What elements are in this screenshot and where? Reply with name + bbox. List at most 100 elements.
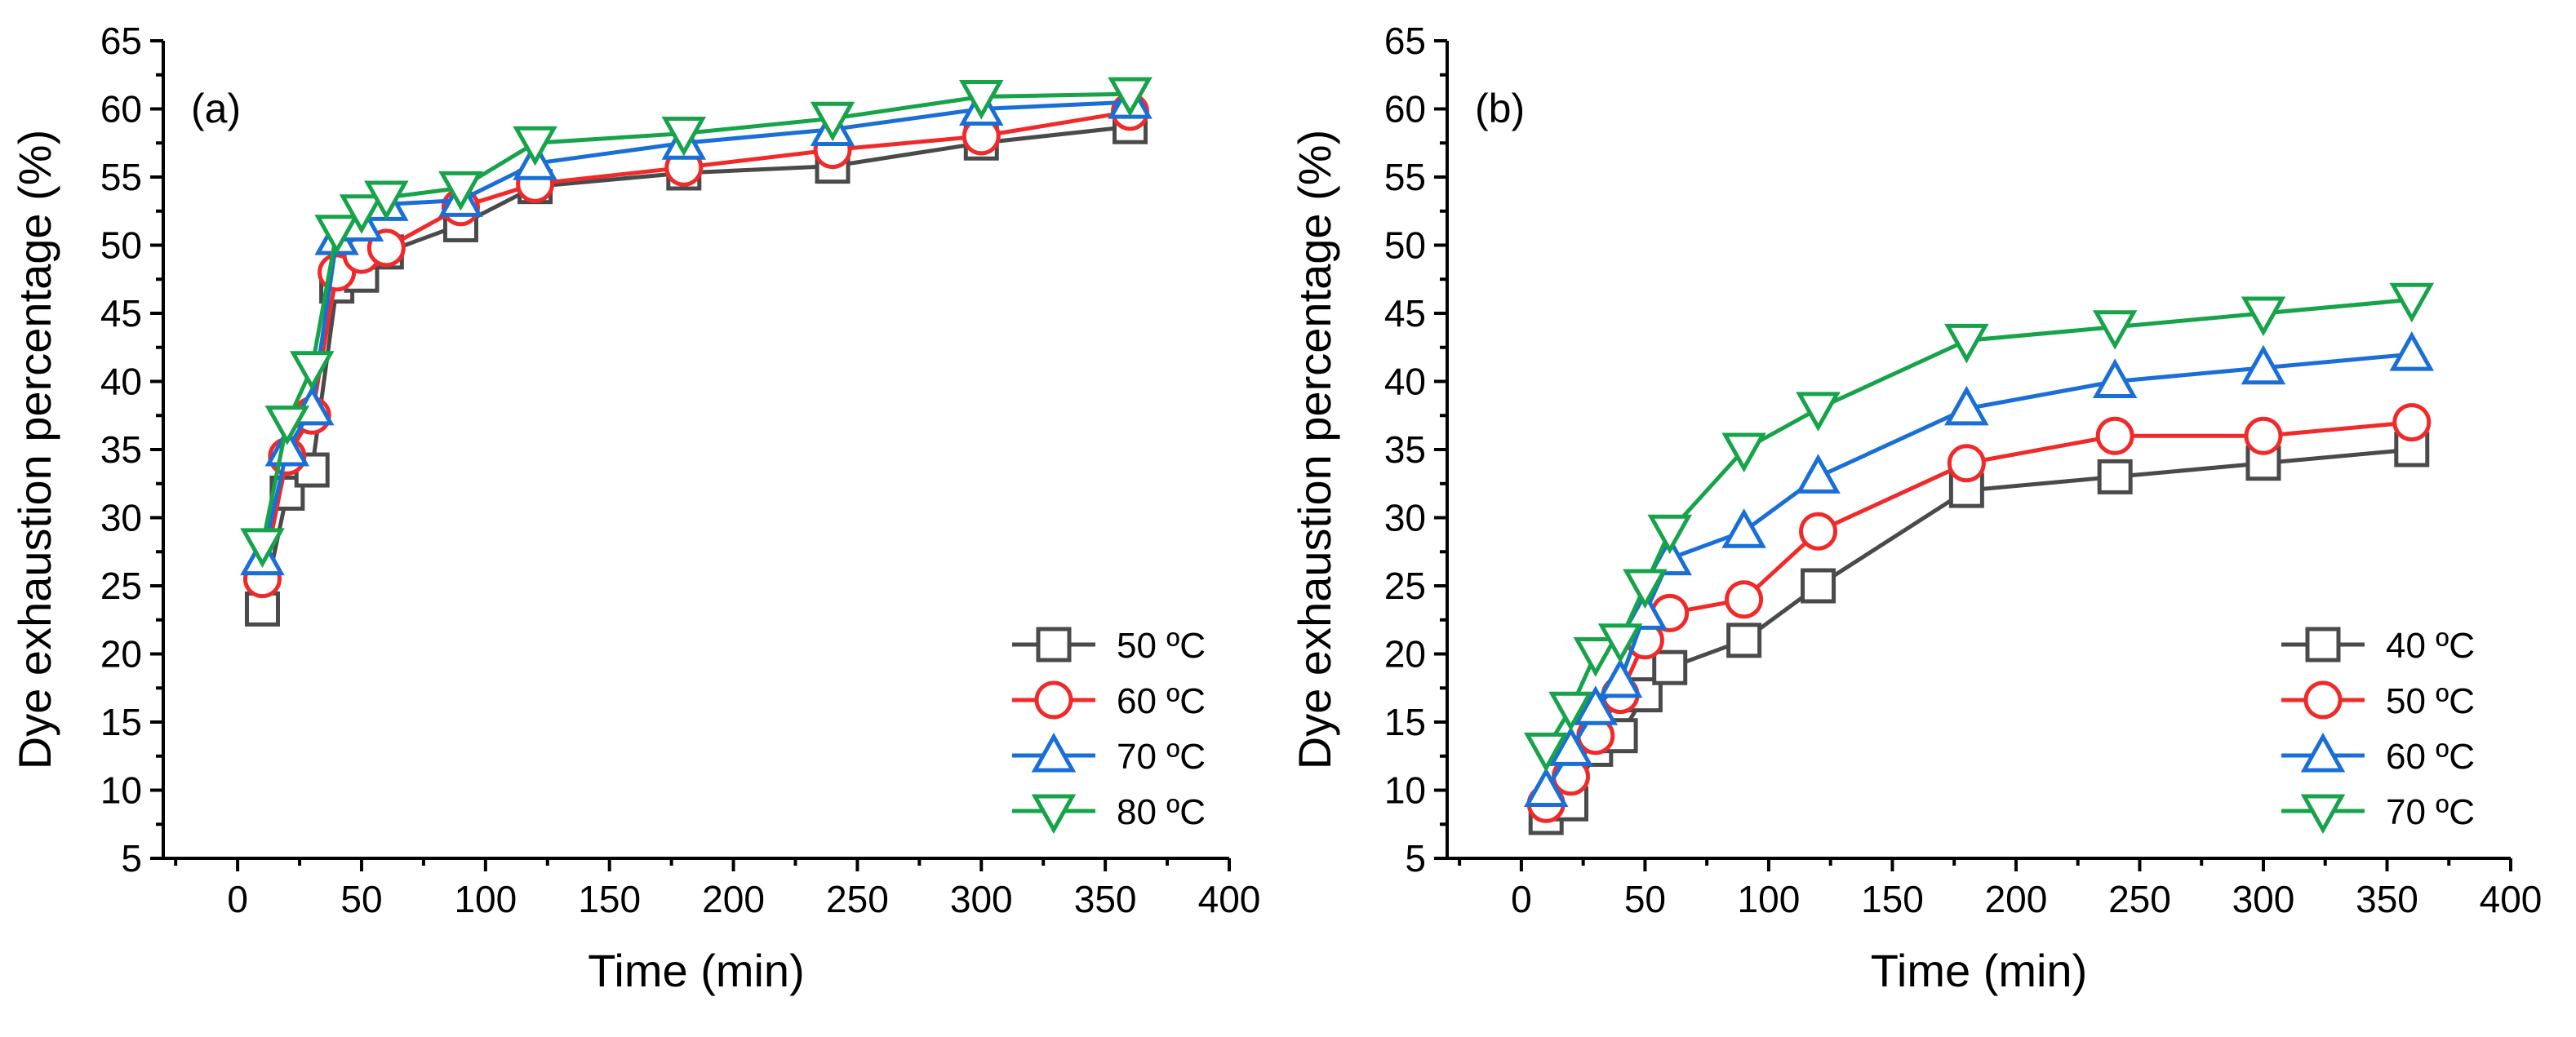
panel-label: (b) bbox=[1475, 86, 1525, 131]
x-tick-label: 100 bbox=[1738, 878, 1801, 920]
data-point bbox=[1947, 444, 1986, 483]
legend-marker bbox=[1034, 680, 1073, 720]
y-tick-label: 35 bbox=[1384, 428, 1426, 471]
y-axis-title: Dye exhaustion percentage (%) bbox=[1289, 130, 1340, 769]
x-tick-label: 350 bbox=[2356, 878, 2418, 920]
y-tick-label: 10 bbox=[1384, 769, 1426, 812]
data-point bbox=[1548, 691, 1593, 732]
data-point bbox=[289, 351, 335, 391]
x-tick-label: 100 bbox=[454, 878, 517, 920]
data-point bbox=[2241, 344, 2286, 385]
legend-marker bbox=[2300, 794, 2346, 835]
data-point bbox=[2241, 296, 2286, 337]
data-point bbox=[1944, 323, 1989, 364]
panel-a-chart: 5 10 15 20 25 30 35 40 45 50 55 60 65 0 50 100 150 200 250… bbox=[9, 20, 1260, 996]
y-tick-label: 65 bbox=[100, 20, 142, 62]
y-tick-label: 25 bbox=[1384, 565, 1426, 607]
legend-label: 50 ºC bbox=[1117, 626, 1206, 666]
data-point bbox=[513, 126, 557, 166]
legend-label: 40 ºC bbox=[2386, 626, 2475, 666]
data-point bbox=[2092, 358, 2138, 398]
x-tick-label: 0 bbox=[1511, 878, 1532, 920]
y-tick-label: 55 bbox=[100, 156, 142, 198]
data-point bbox=[2244, 416, 2283, 455]
legend-marker bbox=[1036, 627, 1072, 663]
panel-b-chart: 5 10 15 20 25 30 35 40 45 50 55 60 65 0 50 100 150 200 250… bbox=[1289, 20, 2542, 996]
legend-marker bbox=[1031, 732, 1077, 773]
x-tick-label: 250 bbox=[826, 878, 889, 920]
x-axis-title: Time (min) bbox=[1871, 945, 2087, 996]
data-point bbox=[1725, 580, 1764, 619]
x-tick-label: 200 bbox=[702, 878, 765, 920]
x-tick-label: 400 bbox=[1198, 878, 1261, 920]
y-tick-label: 20 bbox=[1384, 633, 1426, 676]
data-point bbox=[1944, 385, 1989, 426]
y-tick-label: 20 bbox=[100, 633, 142, 676]
legend-label: 50 ºC bbox=[2386, 681, 2475, 721]
data-point bbox=[339, 194, 384, 234]
y-tick-label: 45 bbox=[100, 292, 142, 335]
data-point bbox=[1796, 454, 1841, 494]
data-point bbox=[1573, 637, 1619, 677]
data-point bbox=[2092, 310, 2138, 350]
y-tick-label: 10 bbox=[100, 769, 142, 812]
legend-label: 70 ºC bbox=[2386, 792, 2475, 832]
x-tick-label: 400 bbox=[2480, 878, 2543, 920]
data-point bbox=[364, 180, 409, 221]
data-point bbox=[2095, 416, 2134, 455]
data-point bbox=[2389, 282, 2435, 323]
data-point bbox=[1796, 392, 1841, 432]
legend-marker bbox=[1031, 794, 1077, 835]
x-tick-label: 300 bbox=[2232, 878, 2295, 920]
legend-marker bbox=[2303, 680, 2343, 720]
y-tick-label: 55 bbox=[1384, 156, 1426, 198]
data-point bbox=[661, 117, 707, 157]
y-tick-label: 50 bbox=[1384, 224, 1426, 267]
legend-marker bbox=[2305, 627, 2341, 663]
panel-label: (a) bbox=[191, 86, 241, 131]
y-tick-label: 40 bbox=[1384, 361, 1426, 403]
y-tick-label: 5 bbox=[1405, 837, 1426, 880]
data-point bbox=[1721, 432, 1766, 473]
x-tick-label: 150 bbox=[578, 878, 641, 920]
data-point bbox=[240, 528, 285, 569]
y-tick-label: 30 bbox=[100, 497, 142, 539]
data-point bbox=[2097, 459, 2133, 494]
x-tick-label: 350 bbox=[1074, 878, 1137, 920]
data-point bbox=[1597, 658, 1643, 698]
data-point bbox=[1573, 685, 1619, 725]
y-axis-title: Dye exhaustion percentage (%) bbox=[9, 130, 60, 769]
y-tick-label: 40 bbox=[100, 361, 142, 403]
legend-marker bbox=[2300, 732, 2346, 773]
data-point bbox=[314, 215, 359, 255]
data-point bbox=[1652, 649, 1688, 685]
x-axis-title: Time (min) bbox=[588, 945, 804, 996]
data-point bbox=[810, 101, 855, 142]
x-tick-label: 50 bbox=[1624, 878, 1666, 920]
y-tick-label: 45 bbox=[1384, 292, 1426, 335]
data-point bbox=[1108, 77, 1153, 117]
x-tick-label: 50 bbox=[340, 878, 382, 920]
legend-label: 80 ºC bbox=[1117, 792, 1206, 832]
data-point bbox=[959, 79, 1004, 120]
y-tick-label: 15 bbox=[1384, 701, 1426, 743]
data-point bbox=[1523, 767, 1569, 807]
x-tick-label: 200 bbox=[1985, 878, 2048, 920]
data-point bbox=[1721, 508, 1766, 548]
y-tick-label: 60 bbox=[1384, 88, 1426, 131]
y-tick-label: 25 bbox=[100, 565, 142, 607]
data-point bbox=[1597, 623, 1643, 663]
y-tick-label: 5 bbox=[121, 837, 142, 880]
data-point bbox=[1726, 623, 1762, 658]
x-tick-label: 0 bbox=[227, 878, 248, 920]
legend-label: 60 ºC bbox=[2386, 737, 2475, 777]
data-point bbox=[438, 171, 483, 211]
data-point bbox=[2392, 403, 2432, 442]
y-tick-label: 50 bbox=[100, 224, 142, 267]
data-point bbox=[1623, 569, 1668, 609]
data-point bbox=[264, 405, 310, 445]
legend-label: 60 ºC bbox=[1117, 681, 1206, 721]
data-point bbox=[1548, 726, 1593, 766]
y-tick-label: 15 bbox=[100, 701, 142, 743]
